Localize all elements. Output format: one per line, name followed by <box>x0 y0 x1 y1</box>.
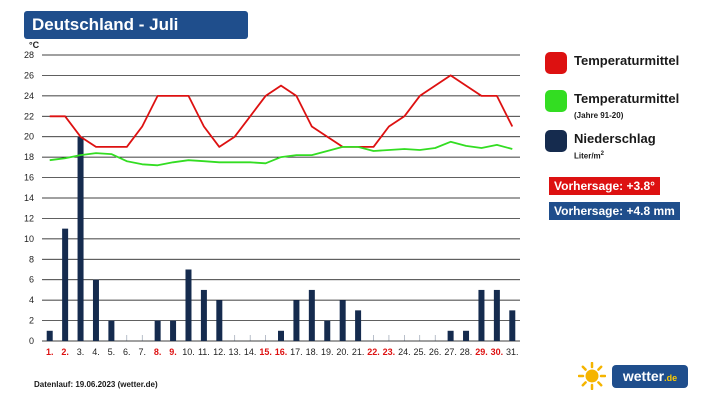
x-tick-label: 17. <box>290 347 303 357</box>
precipitation-bar <box>463 330 470 341</box>
x-tick-label: 29. <box>475 347 488 357</box>
x-tick-label: 13. <box>228 347 241 357</box>
series-line <box>49 140 513 167</box>
x-tick-label: 16. <box>275 347 288 357</box>
x-tick-label: 30. <box>491 347 504 357</box>
y-tick-label: 28 <box>24 50 34 60</box>
x-tick-label: 31. <box>506 347 519 357</box>
x-tick-label: 23. <box>383 347 396 357</box>
logo-tld: .de <box>664 373 678 383</box>
x-tick-label: 19. <box>321 347 334 357</box>
precipitation-bar <box>92 279 99 341</box>
legend-sublabel-years: (Jahre 91-20) <box>574 111 624 120</box>
x-tick-label: 2. <box>61 347 69 357</box>
precipitation-bar <box>293 300 300 341</box>
precipitation-bar <box>447 330 454 341</box>
precipitation-bar <box>170 320 177 341</box>
y-tick-label: 8 <box>29 254 34 264</box>
y-tick-label: 2 <box>29 316 34 326</box>
x-tick-label: 12. <box>213 347 226 357</box>
x-tick-label: 1. <box>46 347 54 357</box>
legend-label-precipitation: Niederschlag <box>574 131 656 146</box>
precipitation-bar <box>108 320 115 341</box>
y-tick-label: 6 <box>29 275 34 285</box>
precipitation-bar <box>154 320 161 341</box>
precipitation-bar <box>324 320 331 341</box>
precipitation-bar <box>355 310 362 341</box>
y-tick-label: 26 <box>24 70 34 80</box>
y-tick-label: 10 <box>24 234 34 244</box>
x-tick-label: 9. <box>169 347 177 357</box>
y-tick-label: 18 <box>24 152 34 162</box>
logo-name: wetter <box>622 368 665 384</box>
x-tick-label: 22. <box>367 347 380 357</box>
x-tick-label: 8. <box>154 347 162 357</box>
y-tick-label: 4 <box>29 295 34 305</box>
logo-wordmark: wetter.de <box>612 365 688 388</box>
y-tick-label: 24 <box>24 91 34 101</box>
x-tick-label: 11. <box>198 347 210 357</box>
x-tick-label: 18. <box>306 347 319 357</box>
x-tick-label: 24. <box>398 347 411 357</box>
precipitation-bar <box>278 330 284 341</box>
precipitation-bar <box>478 289 485 341</box>
x-tick-label: 5. <box>108 347 116 357</box>
x-tick-label: 6. <box>123 347 131 357</box>
series-line <box>49 74 514 148</box>
y-axis-label: °C <box>29 40 40 50</box>
x-tick-label: 15. <box>259 347 272 357</box>
footer-data-run: Datenlauf: 19.06.2023 (wetter.de) <box>34 380 158 389</box>
x-tick-label: 4. <box>92 347 100 357</box>
precipitation-bar <box>62 228 69 341</box>
y-tick-label: 14 <box>24 193 34 203</box>
unit-text: Liter/m <box>574 151 601 161</box>
legend-swatch-red <box>545 52 567 74</box>
wetter-logo[interactable]: wetter.de <box>578 362 690 390</box>
precipitation-bar <box>216 300 223 341</box>
precipitation-bar <box>185 269 192 341</box>
y-tick-label: 22 <box>24 111 34 121</box>
x-tick-label: 25. <box>414 347 427 357</box>
sun-icon <box>578 362 606 390</box>
precipitation-bar <box>200 289 207 341</box>
legend-label-temperature: Temperaturmittel <box>574 53 680 68</box>
x-tick-label: 28. <box>460 347 473 357</box>
x-tick-label: 26. <box>429 347 442 357</box>
forecast-badge-precipitation: Vorhersage: +4.8 mm <box>549 202 680 220</box>
precipitation-bar <box>308 289 315 341</box>
chart-title: Deutschland - Juli <box>24 11 248 39</box>
precipitation-bar <box>46 330 53 341</box>
legend-label-climate-mean: Temperaturmittel <box>574 91 680 106</box>
precipitation-bar <box>493 289 500 341</box>
x-tick-label: 27. <box>444 347 457 357</box>
precipitation-bar <box>77 136 84 341</box>
legend-sublabel-unit: Liter/m2 <box>574 151 604 161</box>
x-tick-label: 3. <box>77 347 85 357</box>
y-tick-label: 12 <box>24 213 34 223</box>
x-tick-label: 14. <box>244 347 257 357</box>
y-tick-label: 0 <box>29 336 34 346</box>
unit-superscript: 2 <box>600 151 605 157</box>
x-tick-label: 21. <box>352 347 365 357</box>
y-tick-label: 16 <box>24 173 34 183</box>
x-tick-label: 7. <box>138 347 146 357</box>
precipitation-bar <box>339 300 346 341</box>
legend-swatch-green <box>545 90 567 112</box>
forecast-badge-temperature: Vorhersage: +3.8° <box>549 177 660 195</box>
x-tick-label: 10. <box>182 347 195 357</box>
x-tick-label: 20. <box>336 347 349 357</box>
precipitation-bar <box>509 310 516 341</box>
y-tick-label: 20 <box>24 132 34 142</box>
legend-swatch-navy <box>545 130 567 152</box>
